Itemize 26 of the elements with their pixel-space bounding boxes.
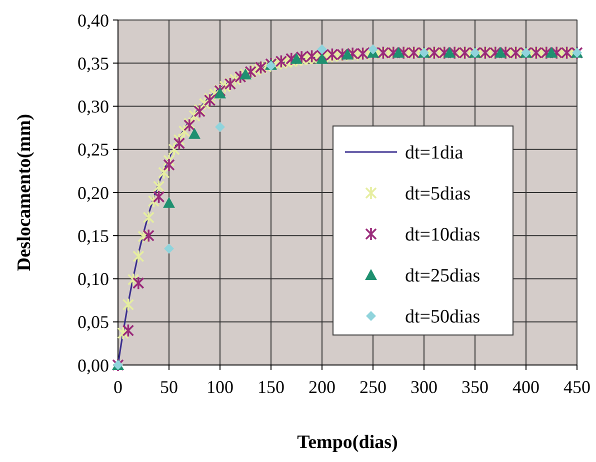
- x-tick-label: 400: [512, 377, 540, 397]
- x-tick-label: 100: [206, 377, 234, 397]
- x-tick-label: 300: [410, 377, 438, 397]
- x-tick-label: 150: [258, 377, 284, 397]
- x-tick-label: 50: [160, 377, 178, 397]
- legend-label: dt=5dias: [405, 184, 471, 205]
- x-tick-label: 200: [308, 377, 336, 397]
- x-tick-label: 0: [114, 377, 122, 397]
- x-tick-label: 350: [462, 377, 488, 397]
- x-axis-title: Tempo(dias): [297, 432, 398, 453]
- legend-label: dt=25dias: [405, 266, 480, 287]
- y-tick-label: 0,15: [78, 226, 109, 246]
- y-tick-label: 0,40: [78, 10, 109, 30]
- y-tick-label: 0,05: [78, 312, 109, 332]
- y-tick-label: 0,20: [78, 182, 109, 203]
- y-tick-label: 0,35: [78, 53, 109, 74]
- legend-label: dt=10dias: [405, 224, 480, 246]
- x-tick-label: 250: [360, 377, 386, 397]
- y-tick-label: 0,10: [78, 269, 109, 290]
- x-tick-label: 450: [564, 377, 590, 397]
- y-tick-label: 0,00: [78, 355, 109, 376]
- y-axis-title: Deslocamento(mm): [14, 114, 35, 272]
- y-tick-label: 0,30: [78, 96, 109, 117]
- legend-label: dt=50dias: [405, 306, 480, 328]
- legend-label: dt=1dia: [405, 142, 464, 164]
- y-tick-label: 0,25: [78, 140, 109, 160]
